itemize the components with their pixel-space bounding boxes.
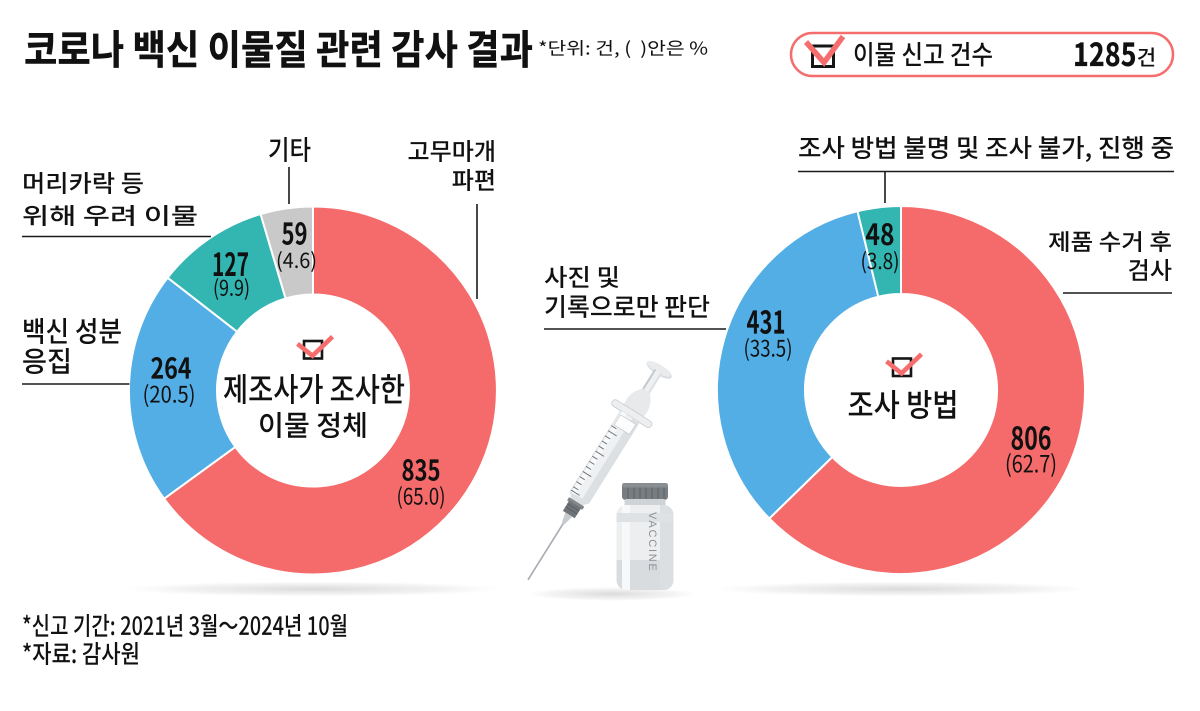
svg-text:VACCINE: VACCINE: [646, 512, 658, 573]
